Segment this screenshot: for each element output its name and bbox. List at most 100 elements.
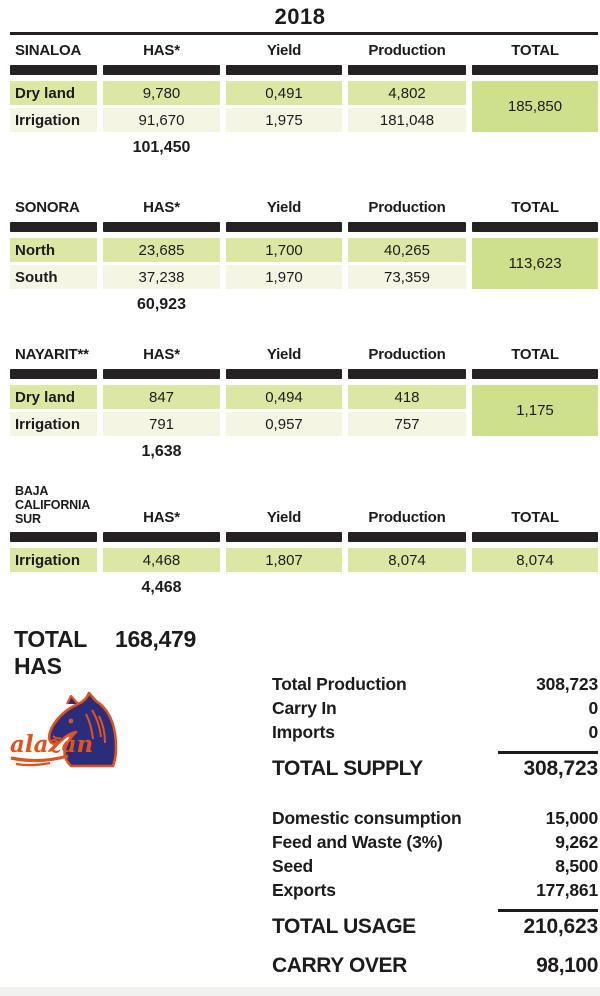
grand-total: TOTAL HAS 168,479 <box>14 626 196 680</box>
column-underline-bar <box>348 222 466 232</box>
column-underline-bar <box>103 222 220 232</box>
has-cell: 847 <box>103 385 220 409</box>
summary-row: Exports 177,861 <box>272 878 598 902</box>
column-underline-bar <box>226 369 342 379</box>
production-cell: 40,265 <box>348 238 466 262</box>
column-underline-bar <box>103 532 220 542</box>
column-underline-bar <box>472 222 598 232</box>
grand-total-label: TOTAL HAS <box>14 626 87 679</box>
logo-wordmark: alazán <box>10 731 93 758</box>
col-header-production: Production <box>368 42 446 59</box>
total-supply-value: 308,723 <box>498 751 598 781</box>
state-name: BAJA CALIFORNIA SUR <box>15 484 90 526</box>
column-underline-bar <box>10 222 97 232</box>
table-header-row: NAYARIT** HAS* Yield Production TOTAL <box>10 346 598 363</box>
col-header-yield: Yield <box>266 199 302 216</box>
row-label-cell: Irrigation <box>10 548 97 572</box>
column-underline-bar <box>10 532 97 542</box>
row-label-cell: South <box>10 265 97 289</box>
col-header-production: Production <box>368 346 446 363</box>
column-underline-bar <box>472 532 598 542</box>
table-body: Dry land 847 0,494 418 1,175 Irrigation … <box>10 385 598 436</box>
subtotal-row: 1,638 <box>10 443 598 461</box>
yield-cell: 0,491 <box>226 81 342 105</box>
title-rule <box>10 32 598 35</box>
table-body: Irrigation 4,468 1,807 8,074 8,074 <box>10 548 598 572</box>
production-cell: 181,048 <box>348 108 466 132</box>
summary-label: Seed <box>272 856 314 876</box>
has-cell: 9,780 <box>103 81 220 105</box>
carry-over-value: 98,100 <box>536 954 598 977</box>
has-subtotal: 4,468 <box>141 579 182 596</box>
subtotal-row: 60,923 <box>10 296 598 314</box>
column-underline-bar <box>10 65 97 75</box>
total-supply-row: TOTAL SUPPLY 308,723 <box>272 751 598 781</box>
col-header-yield: Yield <box>266 346 302 363</box>
col-header-production: Production <box>368 509 446 526</box>
table-nayarit: NAYARIT** HAS* Yield Production TOTAL Dr… <box>10 346 598 461</box>
production-cell: 418 <box>348 385 466 409</box>
column-underline-bar <box>348 532 466 542</box>
total-cell: 1,175 <box>472 385 598 436</box>
column-underline-bar <box>472 65 598 75</box>
header-rule-row <box>10 65 598 75</box>
summary-value: 8,500 <box>555 856 598 876</box>
row-label-cell: Dry land <box>10 81 97 105</box>
column-underline-bar <box>103 369 220 379</box>
carry-over-label: CARRY OVER <box>272 954 407 977</box>
summary-label: Domestic consumption <box>272 808 462 828</box>
summary-value: 0 <box>588 698 598 718</box>
state-name: NAYARIT** <box>15 346 89 363</box>
col-header-has: HAS* <box>143 346 180 363</box>
table-sonora: SONORA HAS* Yield Production TOTAL North… <box>10 199 598 314</box>
summary-value: 0 <box>588 722 598 742</box>
table-header-row: BAJA CALIFORNIA SUR HAS* Yield Productio… <box>10 484 598 526</box>
row-label-cell: Irrigation <box>10 412 97 436</box>
table-body: North 23,685 1,700 40,265 113,623 South … <box>10 238 598 289</box>
table-sinaloa: SINALOA HAS* Yield Production TOTAL Dry … <box>10 42 598 157</box>
yield-cell: 0,494 <box>226 385 342 409</box>
summary-label: Carry In <box>272 698 337 718</box>
yield-cell: 1,970 <box>226 265 342 289</box>
total-usage-label: TOTAL USAGE <box>272 915 416 938</box>
header-rule-row <box>10 222 598 232</box>
total-cell: 8,074 <box>472 548 598 572</box>
grand-total-value: 168,479 <box>115 626 197 652</box>
production-cell: 4,802 <box>348 81 466 105</box>
has-cell: 23,685 <box>103 238 220 262</box>
usage-summary: Domestic consumption 15,000 Feed and Was… <box>272 806 598 939</box>
carry-over-row: CARRY OVER 98,100 <box>272 954 598 978</box>
col-header-yield: Yield <box>266 509 302 526</box>
col-header-total: TOTAL <box>511 42 559 59</box>
table-baja-california-sur: BAJA CALIFORNIA SUR HAS* Yield Productio… <box>10 484 598 597</box>
col-header-total: TOTAL <box>511 346 559 363</box>
summary-label: Total Production <box>272 674 407 694</box>
column-underline-bar <box>226 65 342 75</box>
summary-label: Exports <box>272 880 336 900</box>
has-subtotal: 101,450 <box>132 139 191 156</box>
alazan-logo: alazán <box>8 690 124 770</box>
column-underline-bar <box>226 532 342 542</box>
summary-row: Total Production 308,723 <box>272 672 598 696</box>
summary-value: 308,723 <box>536 674 598 694</box>
col-header-yield: Yield <box>266 42 302 59</box>
total-usage-row: TOTAL USAGE 210,623 <box>272 909 598 939</box>
table-header-row: SINALOA HAS* Yield Production TOTAL <box>10 42 598 59</box>
production-cell: 757 <box>348 412 466 436</box>
supply-summary: Total Production 308,723 Carry In 0 Impo… <box>272 672 598 781</box>
summary-row: Seed 8,500 <box>272 854 598 878</box>
state-name: SINALOA <box>15 42 82 59</box>
column-underline-bar <box>472 369 598 379</box>
has-cell: 91,670 <box>103 108 220 132</box>
column-underline-bar <box>348 369 466 379</box>
subtotal-row: 4,468 <box>10 579 598 597</box>
summary-row: Imports 0 <box>272 720 598 744</box>
production-cell: 73,359 <box>348 265 466 289</box>
total-supply-label: TOTAL SUPPLY <box>272 757 423 780</box>
yield-cell: 1,975 <box>226 108 342 132</box>
has-subtotal: 60,923 <box>137 296 186 313</box>
yield-cell: 0,957 <box>226 412 342 436</box>
yield-cell: 1,807 <box>226 548 342 572</box>
has-cell: 37,238 <box>103 265 220 289</box>
